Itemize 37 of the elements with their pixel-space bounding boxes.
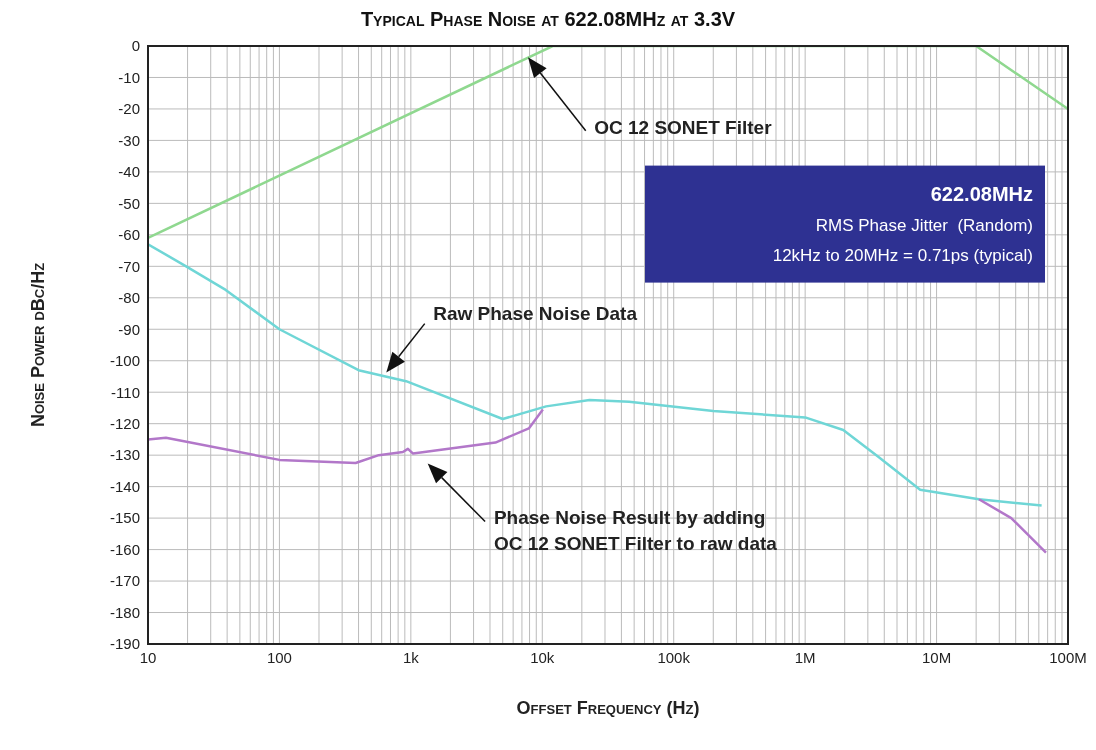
annotation: 12kHz to 20MHz = 0.71ps (typical)	[772, 245, 1033, 265]
y-axis-title: Noise Power dBc/Hz	[28, 262, 49, 428]
y-tick-label: -160	[109, 540, 140, 558]
annotation: RMS Phase Jitter (Random)	[815, 215, 1033, 235]
y-tick-label: -190	[109, 635, 140, 653]
y-tick-label: -70	[118, 257, 140, 275]
y-tick-label: -180	[109, 603, 140, 621]
x-tick-label: 100	[266, 648, 292, 666]
x-axis-title: Offset Frequency (Hz)	[516, 698, 700, 718]
x-tick-label: 1M	[794, 648, 816, 666]
y-tick-label: -170	[109, 572, 140, 590]
y-tick-label: -120	[109, 415, 140, 433]
annotation: 622.08MHz	[930, 182, 1033, 205]
y-tick-label: -140	[109, 477, 140, 495]
x-tick-label: 10	[139, 648, 157, 666]
y-tick-label: -90	[118, 320, 140, 338]
y-tick-label: -80	[118, 289, 140, 307]
x-tick-label: 100M	[1049, 648, 1087, 666]
y-tick-label: -30	[118, 131, 140, 149]
x-tick-label: 100k	[657, 648, 691, 666]
annotation: Raw Phase Noise Data	[433, 303, 638, 325]
chart-title: Typical Phase Noise at 622.08MHz at 3.3V	[359, 8, 737, 32]
annotation: Phase Noise Result by adding OC 12 SONET Filter to raw data	[493, 507, 778, 555]
y-tick-label: -110	[111, 383, 140, 401]
y-tick-label: -150	[109, 509, 140, 527]
y-tick-label: -40	[118, 163, 140, 181]
y-tick-label: -60	[118, 226, 140, 244]
y-tick-label: -50	[118, 194, 140, 212]
x-tick-label: 10k	[530, 648, 555, 666]
y-tick-label: 0	[131, 37, 140, 55]
y-tick-label: -130	[109, 446, 140, 464]
x-tick-label: 10M	[921, 648, 952, 666]
y-tick-label: -100	[109, 352, 140, 370]
x-tick-label: 1k	[402, 648, 420, 666]
y-tick-label: -20	[118, 100, 140, 118]
y-tick-label: -10	[118, 68, 140, 86]
annotation: OC 12 SONET Filter	[594, 116, 773, 138]
